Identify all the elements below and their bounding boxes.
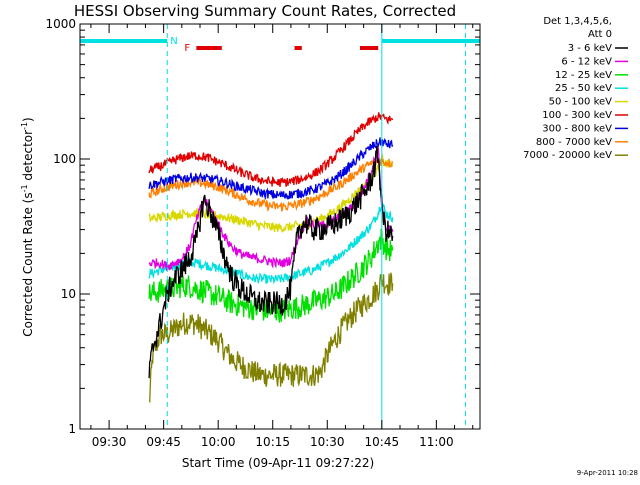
legend-item-label: 25 - 50 keV bbox=[555, 83, 612, 94]
legend-item-label: 800 - 7000 keV bbox=[536, 137, 612, 148]
series-line-1 bbox=[148, 145, 394, 379]
timestamp-label: 9-Apr-2011 10:28 bbox=[577, 469, 638, 477]
y-axis-label-sup1: -1 bbox=[20, 184, 29, 192]
plot-frame bbox=[79, 23, 481, 430]
x-tick-label: 09:45 bbox=[146, 435, 181, 449]
legend-item-label: 50 - 100 keV bbox=[549, 97, 613, 108]
flag-layer: NF bbox=[80, 24, 480, 429]
axes-layer: 1 10 100 1000 09:30 09:45 10:00 10:15 10:30 10:45… bbox=[45, 17, 481, 449]
y-tick-label: 1 bbox=[68, 422, 76, 436]
series-line-7 bbox=[148, 137, 394, 200]
y-axis-label-part2: detector bbox=[21, 130, 35, 185]
series-line-6 bbox=[148, 112, 394, 187]
legend-item-label: 7000 - 20000 keV bbox=[523, 150, 612, 161]
y-tick-label: 10 bbox=[61, 287, 76, 301]
x-tick-label: 09:30 bbox=[92, 435, 127, 449]
x-axis-label: Start Time (09-Apr-11 09:27:22) bbox=[182, 456, 374, 470]
y-axis-label-sup2: -1 bbox=[20, 122, 29, 130]
legend-item-label: 300 - 800 keV bbox=[542, 123, 612, 134]
x-tick-label: 10:15 bbox=[255, 435, 290, 449]
legend-item-label: 3 - 6 keV bbox=[568, 43, 612, 54]
series-line-3 bbox=[148, 228, 394, 323]
legend-header-line-1: Det 1,3,4,5,6, bbox=[543, 16, 612, 27]
chart-title: HESSI Observing Summary Count Rates, Cor… bbox=[74, 2, 456, 20]
x-tick-label: 10:00 bbox=[201, 435, 236, 449]
night-flag-label: N bbox=[170, 36, 177, 47]
legend-header-line-2: Att 0 bbox=[588, 29, 612, 40]
legend-item-label: 100 - 300 keV bbox=[542, 110, 612, 121]
legend: Det 1,3,4,5,6, Att 0 3 - 6 keV 6 - 12 keV 12… bbox=[523, 16, 628, 161]
x-tick-label: 10:45 bbox=[365, 435, 400, 449]
series-line-9 bbox=[148, 272, 394, 403]
x-tick-label: 10:30 bbox=[310, 435, 345, 449]
y-axis-label: Corrected Count Rate (s-1 detector-1) bbox=[20, 117, 35, 336]
y-tick-label: 100 bbox=[53, 152, 76, 166]
series-line-5 bbox=[148, 153, 394, 233]
series-layer bbox=[148, 112, 394, 403]
x-tick-label: 11:00 bbox=[419, 435, 454, 449]
legend-item-label: 12 - 25 keV bbox=[555, 70, 612, 81]
y-axis-label-part3: ) bbox=[21, 117, 35, 122]
y-tick-label: 1000 bbox=[45, 17, 76, 31]
series-line-4 bbox=[148, 202, 394, 285]
flare-flag-label: F bbox=[184, 43, 190, 54]
series-line-8 bbox=[148, 156, 394, 213]
y-axis-label-part1: Corrected Count Rate (s bbox=[21, 192, 35, 336]
legend-item-label: 6 - 12 keV bbox=[561, 56, 612, 67]
